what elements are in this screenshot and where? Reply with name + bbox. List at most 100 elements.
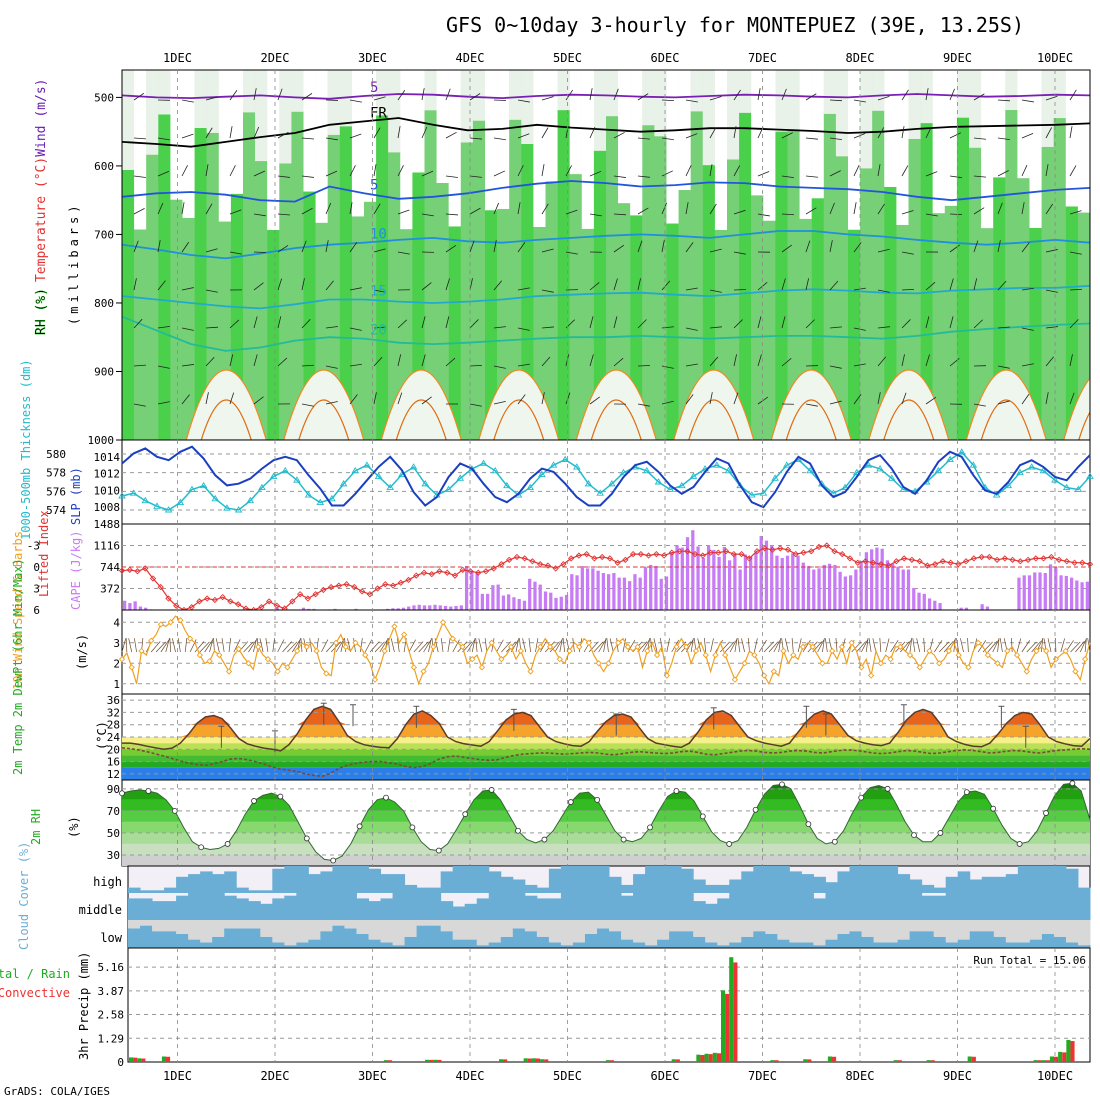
cloud-cover-bar — [765, 934, 778, 948]
wind-barb — [1069, 89, 1077, 101]
li-point — [444, 569, 451, 576]
li-point — [978, 553, 985, 561]
cloud-cover-bar — [248, 901, 261, 920]
cloud-cover-bar — [873, 893, 887, 920]
wind-barb — [709, 356, 719, 367]
wind10m-point — [1023, 668, 1030, 675]
wind-barb — [421, 282, 432, 291]
cloud-clear-bar — [152, 920, 165, 932]
rh-stripe — [485, 210, 498, 440]
rh-dry-stripe — [315, 70, 328, 223]
wind-barb — [949, 278, 954, 291]
thickness-point — [479, 459, 488, 466]
li-point — [273, 602, 281, 609]
cloud-cover-bar — [344, 893, 357, 920]
cape-bar — [391, 608, 395, 610]
cloud-cover-bar — [825, 939, 838, 948]
thickness-point — [304, 491, 313, 498]
rh2m-point — [409, 824, 416, 831]
cloud-cover-bar — [813, 898, 826, 920]
wind10m-barb — [791, 638, 794, 653]
thickness-point — [223, 504, 231, 511]
wind-barb — [469, 319, 479, 329]
precip-total-bar — [827, 1056, 832, 1062]
li-point — [568, 555, 575, 562]
wind-barb — [925, 213, 938, 217]
wind10m-barb — [213, 638, 215, 653]
wind-barb — [181, 133, 194, 139]
cloud-cover-bar — [284, 895, 297, 920]
wind-barb — [805, 93, 817, 101]
wind-barb — [781, 213, 795, 216]
cape-bar — [607, 574, 611, 610]
thermal-bubble — [673, 369, 755, 440]
cloud-cover-bar — [921, 895, 935, 920]
cloud-cover-bar — [729, 893, 742, 920]
cloud-cover-bar — [837, 871, 850, 893]
wind10m-point — [128, 664, 135, 671]
li-point — [537, 560, 544, 568]
cape-bar — [507, 594, 511, 610]
wind10m-point — [342, 643, 349, 651]
cloud-cover-bar — [500, 893, 514, 920]
wind-barb — [685, 363, 698, 367]
cloud-cover-bar — [464, 866, 478, 893]
thermal-bubble-inner — [590, 399, 642, 440]
cloud-cover-bar — [1077, 893, 1091, 920]
wind-barb — [757, 316, 762, 329]
rh-stripe — [327, 134, 340, 440]
wind-barb — [613, 213, 626, 216]
cloud-layer-low: low — [100, 931, 122, 945]
cape-bar — [475, 571, 479, 610]
cloud-cover-bar — [416, 887, 430, 893]
thickness-point — [852, 468, 861, 476]
wind-barb — [325, 202, 332, 215]
cape-bar — [838, 571, 842, 610]
rh-dry-stripe — [267, 70, 280, 230]
rh-dry-stripe — [569, 70, 582, 175]
cloud-clear-bar — [236, 920, 249, 929]
wind-barb — [829, 137, 842, 141]
cloud-cover-bar — [921, 884, 935, 893]
upper-air-ylabel: RH (%)Temperature (°C)Wind (m/s) — [34, 79, 49, 336]
cloud-cover-bar — [584, 893, 598, 920]
cape-bar — [570, 574, 574, 610]
wind-barb — [853, 242, 862, 253]
thermal-bubble-inner — [688, 399, 740, 440]
wind10m-barb — [189, 639, 197, 653]
cape-bar — [901, 569, 905, 610]
wind-barb — [925, 171, 938, 177]
wind-barb — [373, 392, 377, 405]
wind10m-point — [1004, 647, 1011, 655]
temp2m-units: (°C) — [95, 721, 109, 750]
precip-total-bar — [531, 1058, 536, 1062]
wind-barb — [133, 278, 137, 291]
cape-bar — [1085, 581, 1089, 610]
li-point — [165, 595, 172, 602]
day-label-top: 2DEC — [261, 51, 290, 65]
cloud-clear-bar — [332, 920, 345, 926]
thickness-point — [736, 481, 744, 489]
grads-credit: GrADS: COLA/IGES — [4, 1085, 110, 1098]
cloud-clear-bar — [200, 920, 213, 943]
rh2m-tick-label: 50 — [107, 827, 120, 840]
wind10m-barb — [150, 641, 161, 653]
wind-barb — [541, 127, 549, 139]
cloud-cover-bar — [152, 890, 165, 893]
cloud-cover-bar — [1029, 866, 1043, 893]
wind-barb — [469, 175, 482, 178]
wind10m-barb — [666, 638, 670, 653]
wind10m-barbs — [121, 637, 1091, 653]
wind-barb — [637, 175, 650, 178]
wind-barb — [685, 99, 698, 103]
wind-barb — [973, 403, 986, 407]
cape-bar — [622, 577, 627, 610]
wind-barb — [925, 354, 930, 367]
cloud-clear-bar — [380, 920, 394, 943]
wind-barb — [709, 289, 722, 293]
rh-band — [122, 821, 1090, 833]
cloud-cover-bar — [969, 879, 983, 893]
thermal-bubble — [965, 369, 1047, 440]
cloud-cover-bar — [657, 939, 670, 948]
